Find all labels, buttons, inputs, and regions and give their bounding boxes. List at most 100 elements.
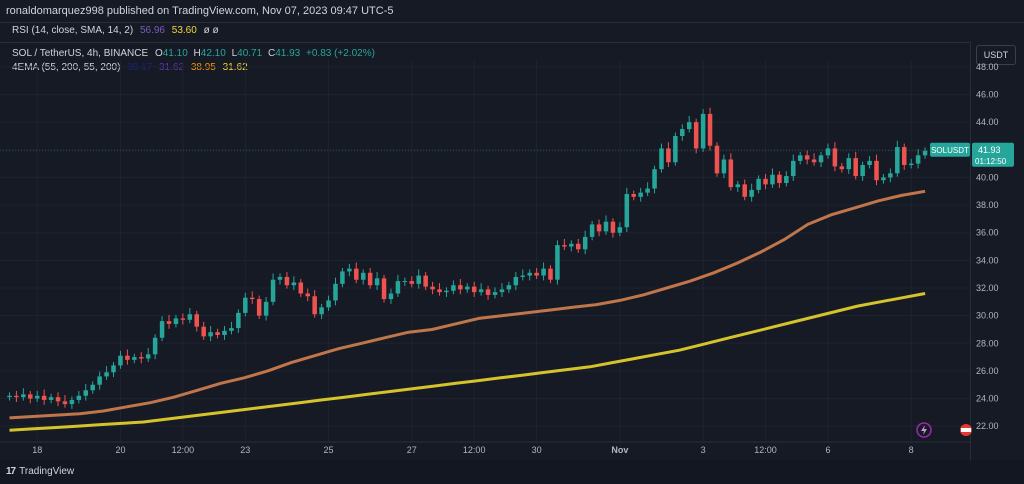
candle-body <box>270 279 276 302</box>
x-tick-label: 6 <box>825 445 830 455</box>
candle-body <box>888 173 893 178</box>
rsi-value-1: 56.96 <box>139 25 165 36</box>
candle-body <box>485 289 491 295</box>
candle-body <box>90 384 95 391</box>
candle-body <box>354 268 359 280</box>
y-tick-label: 30.00 <box>976 311 999 321</box>
candle-body <box>319 307 324 315</box>
candle-body <box>125 355 130 360</box>
y-tick-label: 46.00 <box>976 90 999 100</box>
candle-body <box>582 236 588 250</box>
x-tick-label: 30 <box>532 445 542 455</box>
candle-body <box>915 155 921 164</box>
ema-value-3: 38.95 <box>190 62 216 73</box>
y-tick-label: 38.00 <box>976 200 999 210</box>
candle-body <box>249 297 255 300</box>
x-tick-label: 18 <box>32 445 42 455</box>
candle-body <box>104 372 109 377</box>
candle-body <box>527 272 532 276</box>
candle-body <box>222 330 227 335</box>
y-tick-label: 22.00 <box>976 421 999 431</box>
x-tick-label: 27 <box>407 445 417 455</box>
candle-body <box>367 272 373 286</box>
close-value: 41.93 <box>275 48 301 59</box>
change-value: +0.83 (+2.02%) <box>306 48 375 59</box>
candle-body <box>832 148 838 167</box>
y-tick-label: 34.00 <box>976 255 999 265</box>
currency-button[interactable]: USDT <box>976 45 1016 65</box>
candle-body <box>804 155 810 160</box>
candle-body <box>541 268 546 276</box>
candle-body <box>159 321 165 338</box>
candle-body <box>333 283 338 301</box>
price-tag-value: 41.93 <box>978 145 1001 155</box>
candle-body <box>513 276 519 286</box>
candle-body <box>444 290 449 293</box>
candle-body <box>132 357 137 360</box>
candle-body <box>236 312 241 329</box>
published-header: ronaldomarquez998 published on TradingVi… <box>0 0 1024 22</box>
candle-body <box>215 332 220 335</box>
candle-body <box>735 184 741 188</box>
candle-body <box>277 276 283 280</box>
candle-body <box>506 285 512 290</box>
candle-body <box>201 326 206 337</box>
candle-body <box>340 271 345 284</box>
candle-body <box>312 296 317 315</box>
candle-body <box>478 289 484 293</box>
candle-body <box>263 301 269 316</box>
candle-body <box>284 276 290 286</box>
candle-body <box>631 194 636 197</box>
candle-body <box>846 158 852 170</box>
rsi-legend[interactable]: RSI (14, close, SMA, 14, 2) 56.96 53.60 … <box>12 25 219 36</box>
candle-body <box>458 285 463 290</box>
candle-body <box>187 314 193 320</box>
tradingview-mark-icon: 17 <box>6 466 16 477</box>
ema-legend-row[interactable]: 4EMA (55, 200, 55, 200) 39.17 31.62 38.9… <box>12 61 375 75</box>
candle-body <box>756 178 761 190</box>
candle-body <box>430 286 435 290</box>
candle-body <box>388 293 394 300</box>
candle-body <box>166 321 172 324</box>
candle-body <box>7 395 12 398</box>
candle-body <box>721 159 727 174</box>
price-chart[interactable]: 48.0046.0044.0042.0040.0038.0036.0034.00… <box>0 0 1024 460</box>
candle-body <box>194 314 200 327</box>
candle-body <box>784 176 789 183</box>
candle-body <box>534 272 539 276</box>
lightning-bolt-icon <box>921 425 927 435</box>
close-label: C <box>267 48 276 59</box>
candle-body <box>777 174 782 183</box>
candle-body <box>728 159 734 188</box>
x-tick-label: 25 <box>324 445 334 455</box>
candle-body <box>853 158 858 177</box>
candle-body <box>624 194 630 228</box>
candle-body <box>659 148 664 170</box>
price-scale-divider <box>970 42 971 460</box>
open-value: 41.10 <box>162 48 188 59</box>
candle-body <box>423 275 428 287</box>
candle-body <box>28 394 33 399</box>
y-tick-label: 32.00 <box>976 283 999 293</box>
symbol-legend-row[interactable]: SOL / TetherUS, 4h, BINANCE O41.10 H42.1… <box>12 47 375 61</box>
ema-value-2: 31.62 <box>159 62 185 73</box>
header-divider <box>0 22 1024 23</box>
chart-legend: SOL / TetherUS, 4h, BINANCE O41.10 H42.1… <box>12 47 375 75</box>
candle-body <box>471 286 477 293</box>
tradingview-logo[interactable]: 17 TradingView <box>6 466 74 477</box>
candle-body <box>14 395 19 398</box>
candle-body <box>76 395 82 400</box>
candle-body <box>465 286 470 290</box>
candle-body <box>797 155 803 161</box>
candle-body <box>652 169 657 189</box>
y-tick-label: 44.00 <box>976 117 999 127</box>
candle-body <box>922 150 928 156</box>
candle-body <box>180 318 186 320</box>
candle-body <box>770 174 775 185</box>
lightning-icon[interactable] <box>916 422 932 438</box>
ema-label: 4EMA (55, 200, 55, 200) <box>12 62 121 73</box>
candle-body <box>83 390 89 396</box>
candle-body <box>69 399 75 405</box>
candle-body <box>617 227 623 233</box>
candle-body <box>791 160 796 177</box>
